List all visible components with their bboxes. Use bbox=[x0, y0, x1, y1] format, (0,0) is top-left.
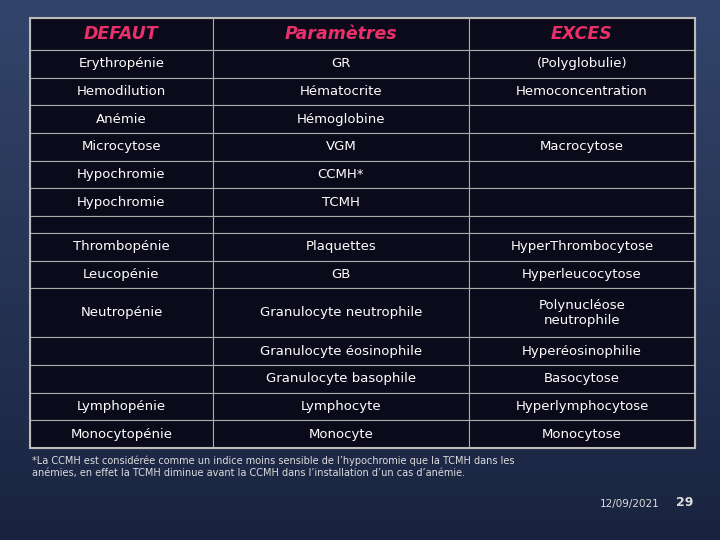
Text: Granulocyte neutrophile: Granulocyte neutrophile bbox=[260, 306, 422, 319]
Bar bbox=[30, 216, 213, 233]
Bar bbox=[213, 233, 469, 261]
Bar bbox=[30, 420, 213, 448]
Bar bbox=[30, 18, 695, 448]
Bar bbox=[213, 288, 469, 338]
Text: Basocytose: Basocytose bbox=[544, 372, 620, 386]
Text: Monocytose: Monocytose bbox=[542, 428, 622, 441]
Text: GB: GB bbox=[331, 268, 351, 281]
Bar bbox=[469, 420, 695, 448]
Bar bbox=[30, 365, 213, 393]
Bar bbox=[469, 18, 695, 50]
Bar bbox=[30, 338, 213, 365]
Text: GR: GR bbox=[331, 57, 351, 70]
Text: 29: 29 bbox=[676, 496, 693, 509]
Bar bbox=[30, 233, 213, 261]
Bar bbox=[469, 338, 695, 365]
Text: VGM: VGM bbox=[325, 140, 356, 153]
Text: 12/09/2021: 12/09/2021 bbox=[600, 499, 660, 509]
Bar bbox=[469, 133, 695, 160]
Bar bbox=[30, 261, 213, 288]
Text: Macrocytose: Macrocytose bbox=[540, 140, 624, 153]
Text: TCMH: TCMH bbox=[322, 195, 360, 208]
Bar bbox=[469, 365, 695, 393]
Bar bbox=[30, 188, 213, 216]
Bar bbox=[469, 233, 695, 261]
Text: Hémoglobine: Hémoglobine bbox=[297, 113, 385, 126]
Bar bbox=[213, 133, 469, 160]
Text: Anémie: Anémie bbox=[96, 113, 147, 126]
Text: Hyperlymphocytose: Hyperlymphocytose bbox=[516, 400, 649, 413]
Text: Monocyte: Monocyte bbox=[308, 428, 374, 441]
Text: Hemoconcentration: Hemoconcentration bbox=[516, 85, 648, 98]
Text: CCMH*: CCMH* bbox=[318, 168, 364, 181]
Text: Microcytose: Microcytose bbox=[81, 140, 161, 153]
Text: Granulocyte éosinophile: Granulocyte éosinophile bbox=[260, 345, 422, 357]
Bar bbox=[213, 338, 469, 365]
Bar bbox=[30, 133, 213, 160]
Text: Hyperleucocytose: Hyperleucocytose bbox=[522, 268, 642, 281]
Bar bbox=[30, 78, 213, 105]
Text: Lymphopénie: Lymphopénie bbox=[77, 400, 166, 413]
Text: Leucopénie: Leucopénie bbox=[84, 268, 160, 281]
Bar bbox=[469, 78, 695, 105]
Bar bbox=[30, 18, 213, 50]
Bar bbox=[213, 393, 469, 420]
Bar bbox=[213, 105, 469, 133]
Bar bbox=[213, 365, 469, 393]
Bar bbox=[30, 288, 213, 338]
Bar bbox=[213, 78, 469, 105]
Text: Erythropénie: Erythropénie bbox=[78, 57, 164, 70]
Text: Polynucléose
neutrophile: Polynucléose neutrophile bbox=[539, 299, 626, 327]
Bar bbox=[213, 160, 469, 188]
Text: (Polyglobulie): (Polyglobulie) bbox=[536, 57, 627, 70]
Text: Granulocyte basophile: Granulocyte basophile bbox=[266, 372, 416, 386]
Text: HyperThrombocytose: HyperThrombocytose bbox=[510, 240, 654, 253]
Bar bbox=[469, 188, 695, 216]
Bar bbox=[30, 50, 213, 78]
Text: DEFAUT: DEFAUT bbox=[84, 25, 158, 43]
Bar bbox=[30, 160, 213, 188]
Text: Plaquettes: Plaquettes bbox=[305, 240, 377, 253]
Text: Monocytopénie: Monocytopénie bbox=[71, 428, 172, 441]
Bar bbox=[469, 160, 695, 188]
Text: Paramètres: Paramètres bbox=[284, 25, 397, 43]
Bar bbox=[213, 50, 469, 78]
Bar bbox=[469, 216, 695, 233]
Bar bbox=[213, 261, 469, 288]
Bar bbox=[213, 188, 469, 216]
Bar bbox=[213, 420, 469, 448]
Bar bbox=[213, 18, 469, 50]
Text: Thrombopénie: Thrombopénie bbox=[73, 240, 170, 253]
Bar bbox=[469, 105, 695, 133]
Text: Hemodilution: Hemodilution bbox=[77, 85, 166, 98]
Text: Hypochromie: Hypochromie bbox=[77, 168, 166, 181]
Bar bbox=[213, 216, 469, 233]
Bar bbox=[30, 393, 213, 420]
Bar bbox=[469, 261, 695, 288]
Bar bbox=[30, 105, 213, 133]
Bar bbox=[469, 393, 695, 420]
Text: Neutropénie: Neutropénie bbox=[80, 306, 163, 319]
Text: Hypochromie: Hypochromie bbox=[77, 195, 166, 208]
Text: EXCES: EXCES bbox=[551, 25, 613, 43]
Text: *La CCMH est considérée comme un indice moins sensible de l’hypochromie que la T: *La CCMH est considérée comme un indice … bbox=[32, 456, 515, 478]
Bar bbox=[469, 288, 695, 338]
Text: Lymphocyte: Lymphocyte bbox=[300, 400, 381, 413]
Text: Hyperéosinophilie: Hyperéosinophilie bbox=[522, 345, 642, 357]
Text: Hématocrite: Hématocrite bbox=[300, 85, 382, 98]
Bar bbox=[469, 50, 695, 78]
